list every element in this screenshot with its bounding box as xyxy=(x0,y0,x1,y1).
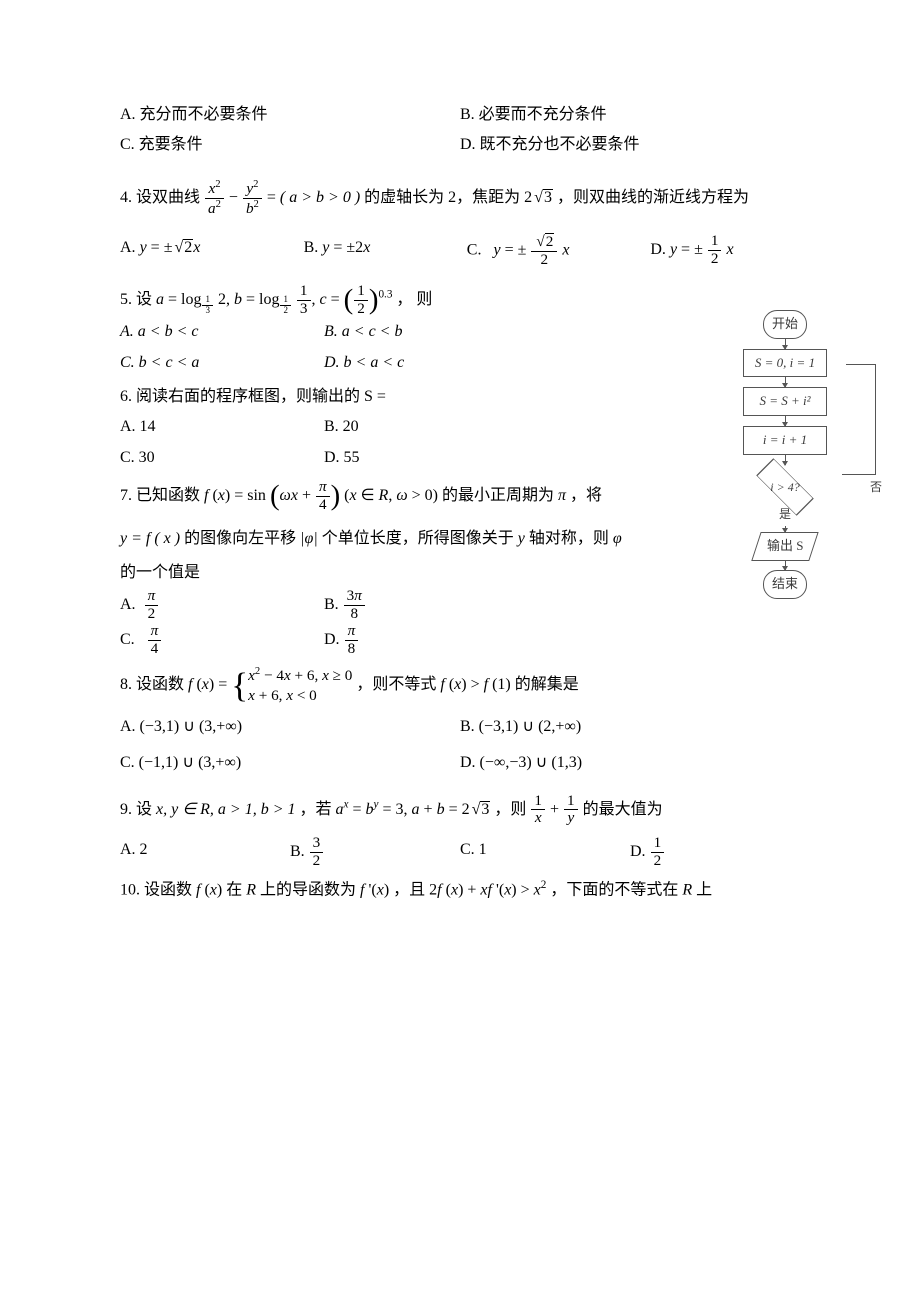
q8-opt-b: B. (−3,1) ∪ (2,+∞) xyxy=(460,712,800,742)
q9-opt-b: B. 32 xyxy=(290,835,460,869)
q10-prefix: 10. 设函数 xyxy=(120,882,192,899)
q3-opt-b: B. 必要而不充分条件 xyxy=(460,100,800,130)
flow-init: S = 0, i = 1 xyxy=(743,349,827,378)
q9-suffix: 的最大值为 xyxy=(583,801,663,818)
q7-opt-b: B. 3π8 xyxy=(324,588,528,622)
q7-suf2: 轴对称，则 xyxy=(529,530,609,547)
q5-prefix: 5. 设 xyxy=(120,291,152,308)
q7-opt-d: D. π8 xyxy=(324,623,528,657)
q9-opt-d: D. 12 xyxy=(630,835,800,869)
q9-cond1: x, y ∈ R, a > 1, b > 1 xyxy=(156,801,296,818)
q7-a-lbl: A. xyxy=(120,596,136,613)
q4-opt-d: D. y = ± 12 x xyxy=(650,233,800,268)
flow-end: 结束 xyxy=(763,570,807,599)
q8-mid: ，则不等式 xyxy=(356,676,436,693)
q10-stem: 10. 设函数 f (x) 在 R 上的导函数为 f '(x) ，且 2f (x… xyxy=(120,875,800,906)
q8-opt-d: D. (−∞,−3) ∪ (1,3) xyxy=(460,748,800,778)
q4-opt-a: A. y = ±2x xyxy=(120,233,304,268)
q10-R2: R xyxy=(682,882,696,899)
q4-cond: ( a > b > 0 ) xyxy=(280,189,360,206)
q9-opt-a: A. 2 xyxy=(120,835,290,869)
q9-stem: 9. 设 x, y ∈ R, a > 1, b > 1 ，若 ax = by =… xyxy=(120,793,800,827)
q9-prefix: 9. 设 xyxy=(120,801,152,818)
q5-opt-a: A. a < b < c xyxy=(120,317,324,347)
q3-opt-d: D. 既不充分也不必要条件 xyxy=(460,130,800,160)
q5-opt-b: B. a < c < b xyxy=(324,317,528,347)
q4-c-lbl: C. xyxy=(467,242,482,259)
q10-mid2: 上的导函数为 xyxy=(260,882,356,899)
q9-b-lbl: B. xyxy=(290,843,305,860)
q6-stem: 6. 阅读右面的程序框图，则输出的 S = xyxy=(120,382,800,412)
q10-R1: R xyxy=(246,882,260,899)
q7-b-lbl: B. xyxy=(324,596,339,613)
q7-mid2: 个单位长度，所得图像关于 xyxy=(322,530,514,547)
q4-opt-c: C. y = ± 22 x xyxy=(467,233,651,268)
q6-opt-b: B. 20 xyxy=(324,412,528,442)
q8-stem: 8. 设函数 f (x) = { x2 − 4x + 6, x ≥ 0 x + … xyxy=(120,665,800,706)
q7-d-lbl: D. xyxy=(324,631,340,648)
q6-opt-d: D. 55 xyxy=(324,443,528,473)
q7-phivar: φ xyxy=(613,530,622,547)
q4-d-lbl: D. xyxy=(650,241,666,258)
q4-a-lbl: A. xyxy=(120,239,136,256)
q7-line2: y = f ( x ) 的图像向左平移 |φ| 个单位长度，所得图像关于 y 轴… xyxy=(120,524,800,554)
flow-no: 否 xyxy=(870,476,882,499)
q9-opt-c: C. 1 xyxy=(460,835,630,869)
q7-line3: 的一个值是 xyxy=(120,558,800,588)
q6-opt-a: A. 14 xyxy=(120,412,324,442)
q7-line1: 7. 已知函数 f (x) = sin (ωx + π4) (x ∈ R, ω … xyxy=(120,479,623,513)
flow-out: 输出 S xyxy=(751,532,819,561)
q7-c-lbl: C. xyxy=(120,631,135,648)
q4-opt-b: B. y = ±2x xyxy=(304,233,467,268)
q7-suf1: ，将 xyxy=(570,487,602,504)
q10-mid4: ，下面的不等式在 xyxy=(550,882,678,899)
q9-d-lbl: D. xyxy=(630,843,646,860)
q4-b-lbl: B. xyxy=(304,239,319,256)
q10-mid1: 在 xyxy=(226,882,242,899)
q8-opt-a: A. (−3,1) ∪ (3,+∞) xyxy=(120,712,460,742)
q7-prefix: 7. 已知函数 xyxy=(120,487,200,504)
q5-stem: 5. 设 a = log13 2, b = log12 13, c = (12)… xyxy=(120,283,800,317)
q9-mid2: ，则 xyxy=(494,801,526,818)
q5-suffix: ， 则 xyxy=(396,291,432,308)
q7-phi: |φ| xyxy=(300,530,318,547)
q7-pre2: 的图像向左平移 xyxy=(184,530,296,547)
flow-yes: 是 xyxy=(710,503,860,526)
q8-suffix: 的解集是 xyxy=(515,676,579,693)
q6-opt-c: C. 30 xyxy=(120,443,324,473)
flow-cond: i > 4? 否 xyxy=(710,469,860,503)
q10-suffix: 上 xyxy=(696,882,712,899)
q7-opt-a: A. π2 xyxy=(120,588,324,622)
q4-mid: 的虚轴长为 2，焦距为 xyxy=(364,189,520,206)
q7-yaxis: y xyxy=(518,530,529,547)
q9-mid1: ，若 xyxy=(300,801,332,818)
q7-opt-c: C. π4 xyxy=(120,623,324,657)
q3-opt-c: C. 充要条件 xyxy=(120,130,460,160)
q7-mid1: 的最小正周期为 xyxy=(442,487,554,504)
q5-opt-c: C. b < c < a xyxy=(120,348,324,378)
q8-opt-c: C. (−1,1) ∪ (3,+∞) xyxy=(120,748,460,778)
q10-mid3: ，且 xyxy=(393,882,425,899)
flow-step1: S = S + i² xyxy=(743,387,827,416)
q5-opt-d: D. b < a < c xyxy=(324,348,528,378)
flowchart: 开始 S = 0, i = 1 S = S + i² i = i + 1 i >… xyxy=(710,310,860,599)
q7-yeq: y = f ( x ) xyxy=(120,530,180,547)
flow-step2: i = i + 1 xyxy=(743,426,827,455)
q3-opt-a: A. 充分而不必要条件 xyxy=(120,100,460,130)
q4-suffix: ，则双曲线的渐近线方程为 xyxy=(557,189,749,206)
q8-prefix: 8. 设函数 xyxy=(120,676,184,693)
q4-prefix: 4. 设双曲线 xyxy=(120,189,200,206)
flow-start: 开始 xyxy=(763,310,807,339)
q4-stem: 4. 设双曲线 x2a2 − y2b2 = ( a > b > 0 ) 的虚轴长… xyxy=(120,179,800,218)
